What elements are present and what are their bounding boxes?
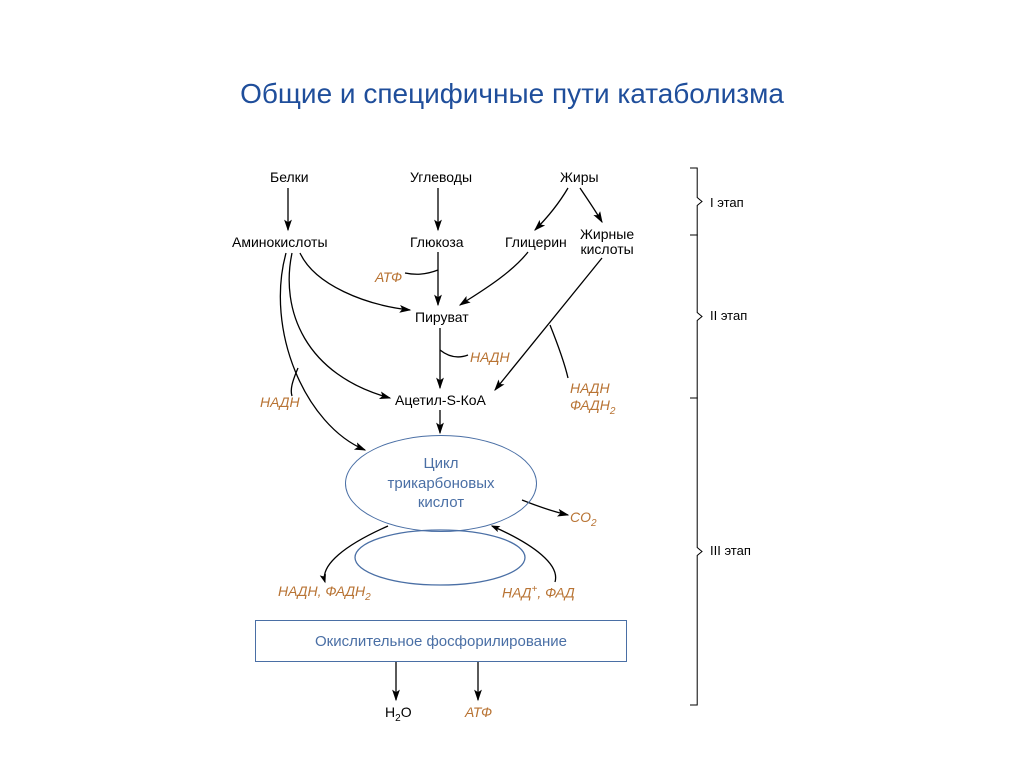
node-atp2: АТФ	[465, 705, 492, 720]
node-nadh-fadh-l1: НАДН	[570, 380, 610, 396]
node-pyruvate: Пируват	[415, 310, 469, 325]
co2-label: CO	[570, 509, 591, 525]
arrow-fats-fatty	[580, 188, 602, 222]
cycle-small-ellipse	[355, 530, 525, 585]
arrow-nadh-left-br	[291, 368, 298, 396]
tca-cycle: Цикл трикарбоновых кислот	[345, 435, 537, 532]
node-nadh-fadh-left: НАДН, ФАДН2	[278, 584, 371, 603]
h2o-h: H	[385, 704, 395, 720]
arrow-atp-branch	[405, 270, 438, 274]
node-fatty-l2: кислоты	[580, 241, 633, 257]
arrow-nadh-center-br	[440, 350, 468, 357]
node-carbs: Углеводы	[410, 170, 472, 185]
arrow-fatty-acetyl	[495, 258, 602, 390]
stage-3-label: III этап	[710, 543, 751, 558]
node-glucose: Глюкоза	[410, 235, 464, 250]
tca-l1: Цикл	[424, 455, 459, 472]
node-proteins: Белки	[270, 170, 309, 185]
tca-label: Цикл трикарбоновых кислот	[388, 454, 495, 513]
oxphos-box: Окислительное фосфорилирование	[255, 620, 627, 662]
arrow-nadh-fadh-br	[550, 325, 568, 378]
node-nadh-fadh: НАДН ФАДН2	[570, 380, 615, 418]
node-nad-fad-right: НАД+, ФАД	[502, 584, 575, 601]
node-h2o: H2O	[385, 705, 412, 724]
stage-1-label: I этап	[710, 195, 744, 210]
bracket-b3	[690, 398, 702, 705]
node-glycerol: Глицерин	[505, 235, 567, 250]
nadh-fadh-l-label: НАДН, ФАДН	[278, 583, 365, 599]
node-nadh-fadh-l2: ФАДН	[570, 397, 610, 413]
nadh-fadh-l-sub: 2	[365, 592, 371, 603]
arrow-glycerol-pyruvate	[460, 252, 528, 305]
node-nadh-left: НАДН	[260, 395, 300, 410]
nad-fad-post: , ФАД	[537, 585, 574, 601]
h2o-o: O	[401, 704, 412, 720]
arrow-amino-tca	[280, 253, 365, 450]
node-fatty-l1: Жирные	[580, 226, 634, 242]
node-nadh-fadh-sub: 2	[610, 406, 616, 417]
node-nadh-center: НАДН	[470, 350, 510, 365]
page-title: Общие и специфичные пути катаболизма	[0, 78, 1024, 110]
tca-l3: кислот	[418, 494, 464, 511]
node-amino: Аминокислоты	[232, 235, 328, 250]
stage-2-label: II этап	[710, 308, 747, 323]
nad-fad-pre: НАД	[502, 585, 531, 601]
node-acetyl: Ацетил-S-КоА	[395, 393, 486, 408]
node-fats: Жиры	[560, 170, 599, 185]
oxphos-label: Окислительное фосфорилирование	[315, 633, 567, 650]
tca-l2: трикарбоновых	[388, 475, 495, 492]
node-fatty: Жирные кислоты	[580, 227, 634, 258]
node-atp1: АТФ	[375, 270, 402, 285]
arrow-fats-glycerol	[535, 188, 568, 230]
bracket-b2	[690, 235, 702, 398]
co2-sub: 2	[591, 518, 597, 529]
catabolism-diagram: Белки Углеводы Жиры Аминокислоты Глюкоза…	[170, 150, 850, 740]
bracket-b1	[690, 168, 702, 235]
node-co2: CO2	[570, 510, 597, 529]
